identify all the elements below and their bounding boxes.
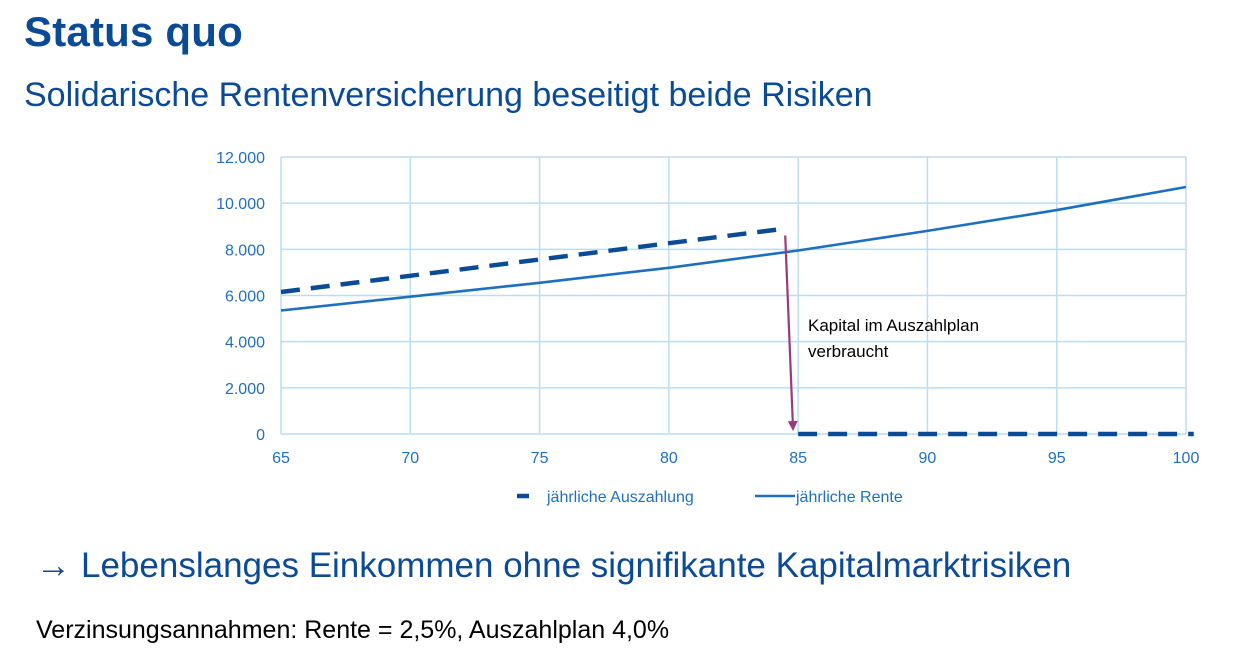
y-tick-label: 0	[256, 427, 265, 444]
series-line-jaehrliche-rente	[280, 185, 1187, 312]
right-arrow-icon: →	[36, 546, 71, 585]
chart-grid	[280, 156, 1187, 435]
y-tick-label: 10.000	[216, 196, 265, 213]
x-tick-label: 65	[272, 450, 290, 467]
legend-label-jaehrliche-rente: jährliche Rente	[795, 489, 903, 506]
x-tick-label: 85	[789, 450, 807, 467]
page-title: Status quo	[24, 8, 243, 55]
chart-series	[280, 185, 1194, 437]
x-tick-label: 80	[660, 450, 678, 467]
y-tick-label: 4.000	[225, 335, 265, 352]
x-tick-label: 70	[401, 450, 419, 467]
x-tick-label: 75	[531, 450, 549, 467]
x-tick-label: 100	[1173, 450, 1200, 467]
annotation-arrow	[784, 235, 798, 432]
footnote: Verzinsungsannahmen: Rente = 2,5%, Ausza…	[36, 616, 670, 644]
chart-annotation: Kapital im Auszahlplan verbraucht	[784, 235, 979, 432]
annotation-text: Kapital im Auszahlplan	[808, 316, 979, 335]
x-tick-label: 95	[1048, 450, 1066, 467]
x-tick-label: 90	[919, 450, 937, 467]
series-line-jaehrliche-auszahlung	[280, 226, 786, 295]
legend-label-jaehrliche-auszahlung: jährliche Auszahlung	[546, 489, 694, 506]
conclusion: → Lebenslanges Einkommen ohne signifikant…	[36, 546, 1071, 586]
page-subtitle: Solidarische Rentenversicherung beseitig…	[24, 76, 873, 114]
chart-legend: jährliche Auszahlung jährliche Rente	[517, 489, 903, 506]
annotation-text: verbraucht	[808, 342, 889, 361]
y-tick-label: 6.000	[225, 289, 265, 306]
y-tick-label: 2.000	[225, 381, 265, 398]
conclusion-text: Lebenslanges Einkommen ohne signifikante…	[81, 546, 1072, 585]
chart-ticks: 65 70 75 80 85 90 95 100 0 2.000 4.000 6.000 8.000 10…	[216, 150, 1199, 467]
y-tick-label: 12.000	[216, 150, 265, 167]
y-tick-label: 8.000	[225, 242, 265, 259]
